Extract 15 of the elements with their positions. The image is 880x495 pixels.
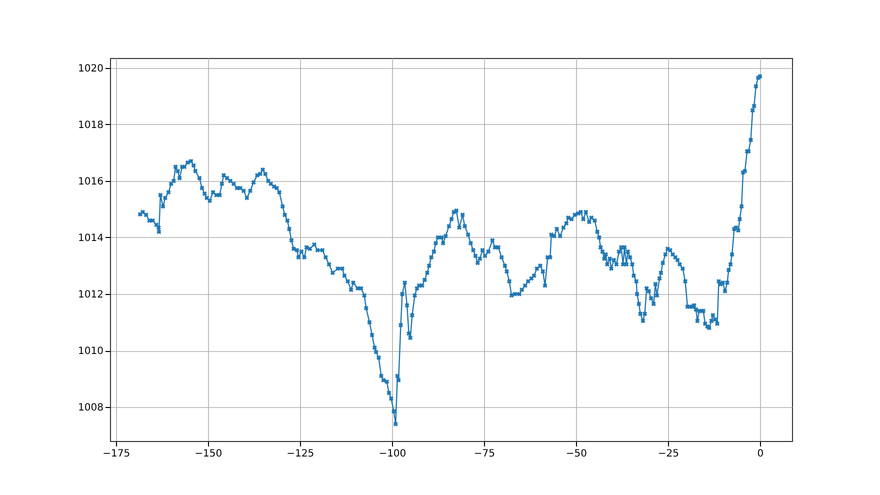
y-tick-label: 1020 — [78, 63, 104, 74]
y-tick-label: 1008 — [78, 402, 104, 414]
x-tick-label: −25 — [658, 448, 680, 460]
y-tick-label: 1018 — [78, 120, 104, 131]
y-tick-label: 1014 — [78, 232, 104, 244]
x-tick-label: 0 — [757, 448, 764, 460]
y-tick-label: 1016 — [78, 176, 104, 188]
x-tick-label: −75 — [474, 448, 495, 460]
y-tick-label: 1010 — [78, 346, 104, 358]
x-tick-label: −150 — [194, 448, 222, 460]
x-tick-label: −125 — [286, 448, 314, 460]
y-tick-label: 1012 — [78, 290, 104, 301]
x-tick-label: −50 — [566, 448, 588, 460]
x-tick-label: −100 — [378, 448, 406, 460]
x-tick-label: −175 — [102, 448, 130, 460]
